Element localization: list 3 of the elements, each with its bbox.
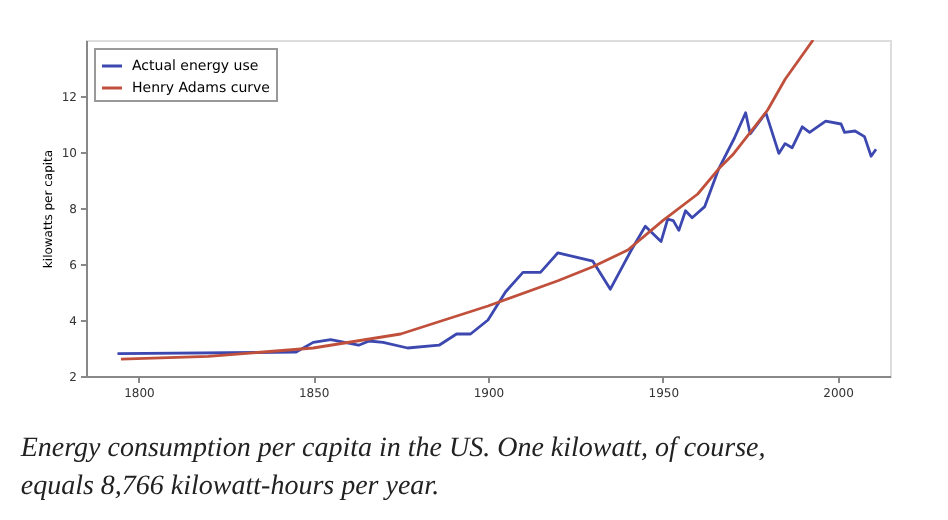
line-series bbox=[116, 111, 878, 355]
line-series bbox=[119, 40, 815, 361]
text: Energy consumption per capita in the US. One kilowatt, of course, equals 8,766 kilowatt-hours per year. bbox=[18, 434, 766, 502]
